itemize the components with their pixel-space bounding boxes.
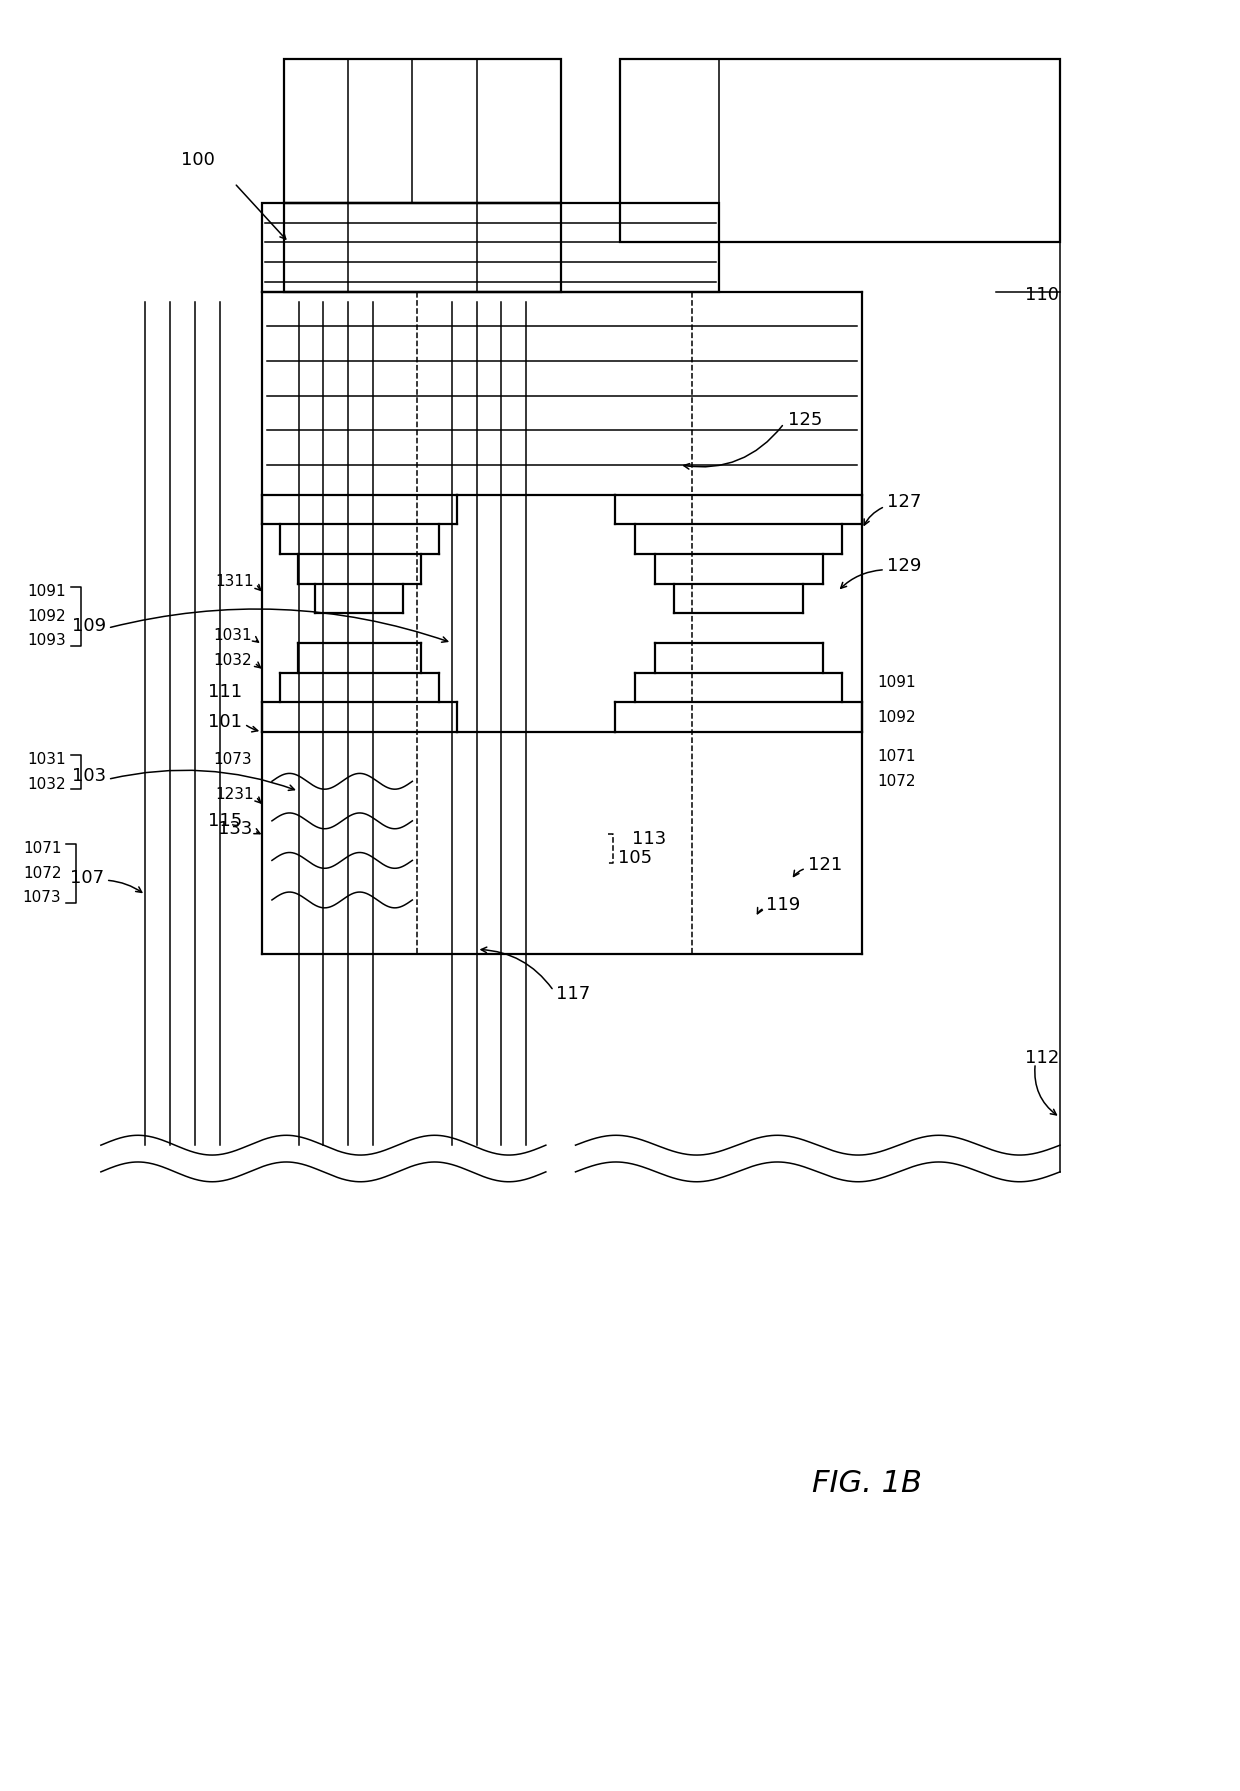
- Text: 1091: 1091: [27, 584, 66, 598]
- Text: 119: 119: [766, 896, 801, 913]
- Bar: [284, 202, 560, 292]
- Text: 1071: 1071: [877, 749, 915, 765]
- Text: 1092: 1092: [877, 709, 915, 725]
- Text: 129: 129: [887, 557, 921, 575]
- Text: 115: 115: [208, 811, 242, 829]
- Text: 1092: 1092: [27, 609, 66, 623]
- Text: 107: 107: [69, 869, 104, 887]
- Text: 100: 100: [181, 150, 215, 170]
- Text: 133: 133: [218, 820, 252, 838]
- Text: 1091: 1091: [877, 675, 915, 690]
- Text: 1072: 1072: [22, 865, 61, 881]
- Text: 121: 121: [808, 856, 842, 874]
- Text: 103: 103: [72, 767, 105, 784]
- Text: 1231: 1231: [216, 786, 254, 802]
- Text: 1311: 1311: [216, 575, 254, 589]
- Text: 111: 111: [208, 684, 242, 702]
- Text: 109: 109: [72, 618, 105, 636]
- Text: 112: 112: [1025, 1050, 1060, 1067]
- Bar: [284, 59, 560, 202]
- Text: 101: 101: [208, 713, 242, 731]
- Text: 1031: 1031: [213, 629, 252, 643]
- Bar: [620, 59, 1060, 242]
- Text: 110: 110: [1025, 287, 1059, 304]
- Text: 1073: 1073: [213, 752, 252, 767]
- Text: 117: 117: [556, 985, 590, 1003]
- Text: 1032: 1032: [213, 654, 252, 668]
- Text: 1071: 1071: [22, 842, 61, 856]
- Text: 105: 105: [618, 849, 652, 867]
- Text: 1032: 1032: [27, 777, 66, 792]
- Bar: [262, 202, 719, 292]
- Text: 1031: 1031: [27, 752, 66, 767]
- Text: 1072: 1072: [877, 774, 915, 788]
- Text: 1093: 1093: [27, 634, 66, 648]
- Text: 113: 113: [632, 829, 666, 847]
- Text: 1073: 1073: [22, 890, 61, 906]
- Text: 125: 125: [789, 412, 822, 430]
- Text: 127: 127: [887, 494, 921, 512]
- Text: FIG. 1B: FIG. 1B: [812, 1469, 923, 1497]
